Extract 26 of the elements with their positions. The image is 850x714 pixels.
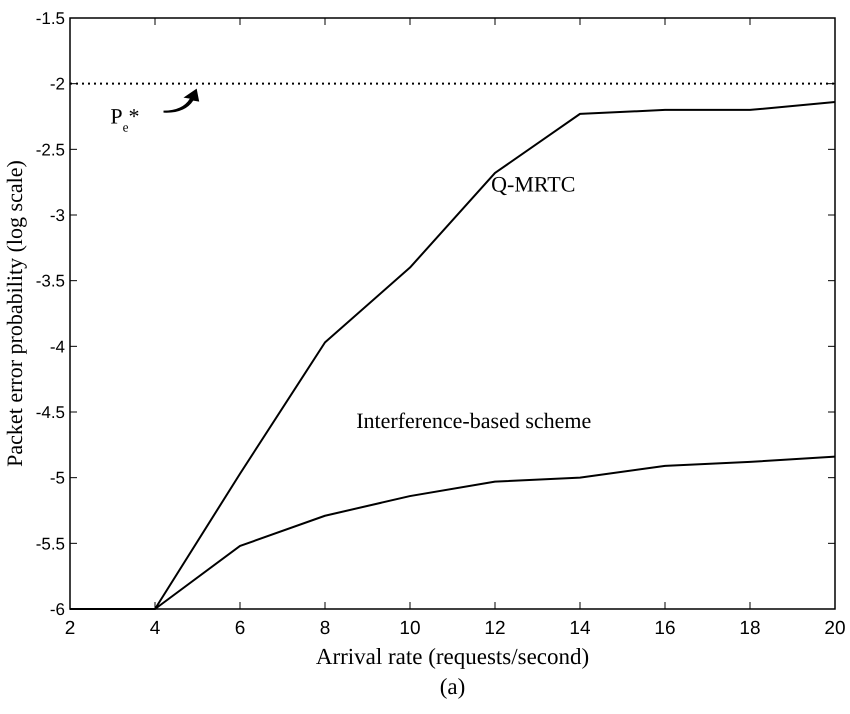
x-tick-label: 12 bbox=[484, 618, 506, 639]
series-label: Q-MRTC bbox=[491, 171, 576, 196]
y-tick-label: -2.5 bbox=[36, 140, 65, 160]
series-label: Interference-based scheme bbox=[356, 408, 592, 433]
x-tick-label: 2 bbox=[64, 618, 76, 639]
y-tick-label: -4 bbox=[50, 337, 65, 356]
y-tick-label: -2 bbox=[50, 74, 65, 94]
y-tick-label: -5.5 bbox=[36, 534, 65, 554]
y-tick-label: -1.5 bbox=[36, 9, 65, 28]
x-tick-label: 16 bbox=[654, 618, 676, 639]
ref-line-label: P$_{e}$* bbox=[110, 104, 140, 134]
y-tick-label: -4.5 bbox=[36, 403, 65, 422]
x-tick-label: 14 bbox=[569, 618, 591, 639]
y-tick-label: -6 bbox=[50, 600, 65, 619]
x-tick-label: 10 bbox=[399, 618, 421, 639]
x-tick-label: 6 bbox=[234, 618, 246, 639]
y-tick-label: -3 bbox=[50, 206, 65, 225]
x-axis-title: Arrival rate (requests/second) bbox=[316, 644, 590, 669]
x-tick-label: 18 bbox=[739, 618, 761, 639]
x-tick-label: 4 bbox=[150, 618, 161, 639]
text: (a) bbox=[440, 674, 466, 699]
y-axis-title: Packet error probability (log scale) bbox=[2, 160, 27, 467]
y-tick-label: -3.5 bbox=[36, 272, 65, 291]
y-tick-label: -5 bbox=[50, 468, 65, 488]
x-tick-label: 8 bbox=[320, 618, 330, 639]
x-tick-label: 20 bbox=[824, 618, 846, 639]
